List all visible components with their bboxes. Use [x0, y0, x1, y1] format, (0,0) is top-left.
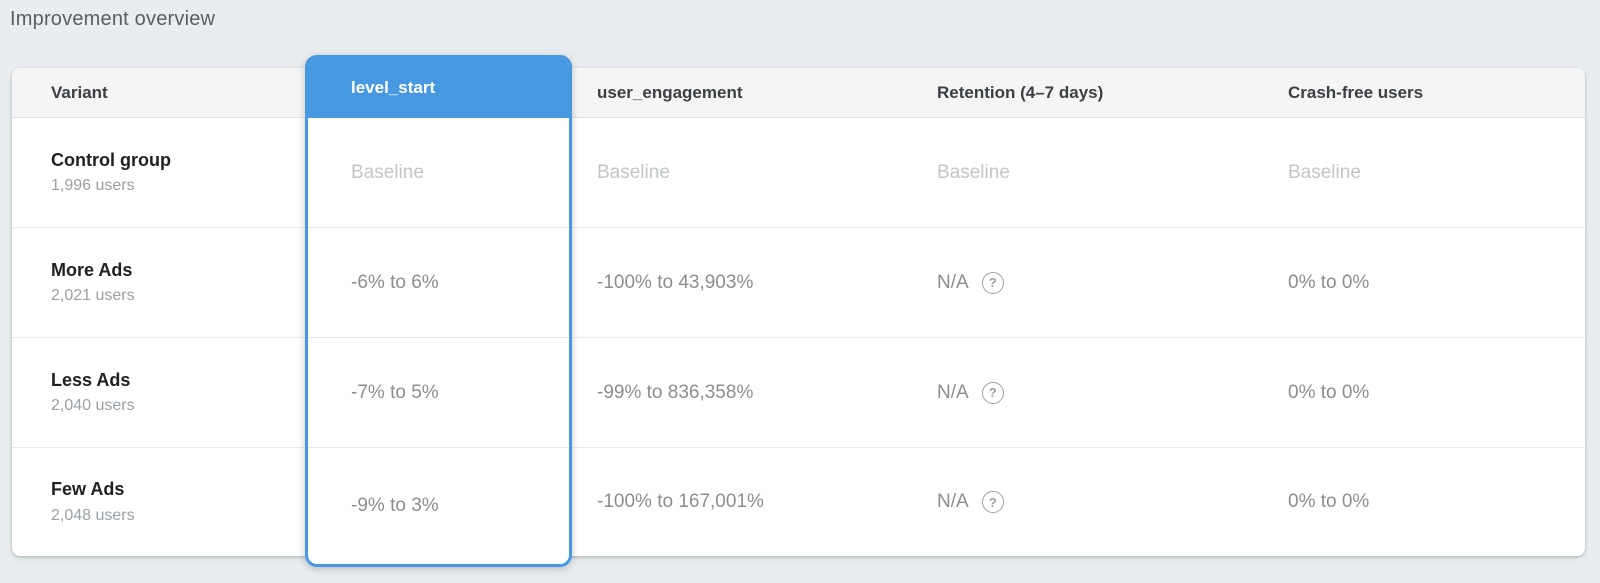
variant-user-count: 1,996 users — [51, 177, 135, 195]
column-header-variant: Variant — [51, 82, 108, 102]
crash-free-cell: 0% to 0% — [1260, 338, 1585, 447]
crash-free-cell: Baseline — [1260, 118, 1585, 227]
metric-value: Baseline — [597, 161, 670, 183]
table-row-few-ads: Few Ads 2,048 users -100% to 167,001% N/… — [12, 448, 1585, 556]
page-title: Improvement overview — [10, 8, 216, 30]
table-body: Control group 1,996 users Baseline Basel… — [12, 118, 1585, 556]
metric-value: -7% to 5% — [351, 381, 439, 403]
table-header-row: Variant user_engagement Retention (4–7 d… — [12, 68, 1585, 118]
column-header-retention[interactable]: Retention (4–7 days) — [937, 82, 1104, 102]
metric-value: 0% to 0% — [1288, 271, 1370, 293]
variant-cell: Few Ads 2,048 users — [12, 448, 305, 556]
metric-value: -100% to 43,903% — [597, 271, 754, 293]
column-header-crash-free[interactable]: Crash-free users — [1288, 82, 1424, 102]
metric-value: 0% to 0% — [1288, 491, 1370, 512]
selected-metric-cell: -9% to 3% — [308, 448, 569, 564]
variant-name: Few Ads — [51, 479, 125, 500]
selected-metric-cell: -6% to 6% — [308, 228, 569, 338]
retention-cell: Baseline — [912, 118, 1260, 227]
metric-value: 0% to 0% — [1288, 381, 1370, 403]
variant-name: More Ads — [51, 259, 133, 280]
table-row-control-group: Control group 1,996 users Baseline Basel… — [12, 118, 1585, 228]
variant-cell: Control group 1,996 users — [12, 118, 305, 227]
improvement-overview-table: Variant user_engagement Retention (4–7 d… — [12, 68, 1585, 556]
retention-cell: N/A? — [912, 338, 1260, 447]
variant-user-count: 2,048 users — [51, 506, 135, 524]
user-engagement-cell: -99% to 836,358% — [572, 338, 912, 447]
metric-value: N/A — [937, 491, 969, 512]
table-row-less-ads: Less Ads 2,040 users -99% to 836,358% N/… — [12, 338, 1585, 448]
metric-value: N/A — [937, 271, 969, 293]
variant-user-count: 2,040 users — [51, 397, 135, 415]
user-engagement-cell: Baseline — [572, 118, 912, 227]
crash-free-cell: 0% to 0% — [1260, 228, 1585, 337]
help-icon[interactable]: ? — [981, 381, 1004, 404]
metric-value: Baseline — [937, 161, 1010, 183]
help-icon[interactable]: ? — [981, 271, 1004, 294]
selected-metric-cell: Baseline — [308, 118, 569, 228]
metric-value: -99% to 836,358% — [597, 381, 754, 403]
selected-metric-card[interactable]: level_start Baseline -6% to 6% -7% to 5%… — [305, 55, 572, 567]
selected-metric-cell: -7% to 5% — [308, 338, 569, 448]
variant-cell: More Ads 2,021 users — [12, 228, 305, 337]
crash-free-cell: 0% to 0% — [1260, 448, 1585, 556]
metric-value: Baseline — [351, 161, 424, 183]
variant-cell: Less Ads 2,040 users — [12, 338, 305, 447]
user-engagement-cell: -100% to 43,903% — [572, 228, 912, 337]
metric-value: Baseline — [1288, 161, 1361, 183]
metric-value: N/A — [937, 381, 969, 403]
metric-value: -6% to 6% — [351, 271, 439, 293]
table-row-more-ads: More Ads 2,021 users -100% to 43,903% N/… — [12, 228, 1585, 338]
variant-name: Less Ads — [51, 369, 131, 390]
help-icon[interactable]: ? — [981, 491, 1004, 513]
selected-metric-header[interactable]: level_start — [308, 58, 569, 118]
retention-cell: N/A? — [912, 228, 1260, 337]
variant-user-count: 2,021 users — [51, 287, 135, 305]
metric-value: -9% to 3% — [351, 495, 439, 516]
retention-cell: N/A? — [912, 448, 1260, 556]
column-header-user-engagement[interactable]: user_engagement — [597, 82, 743, 102]
user-engagement-cell: -100% to 167,001% — [572, 448, 912, 556]
variant-name: Control group — [51, 149, 171, 170]
metric-value: -100% to 167,001% — [597, 491, 764, 512]
